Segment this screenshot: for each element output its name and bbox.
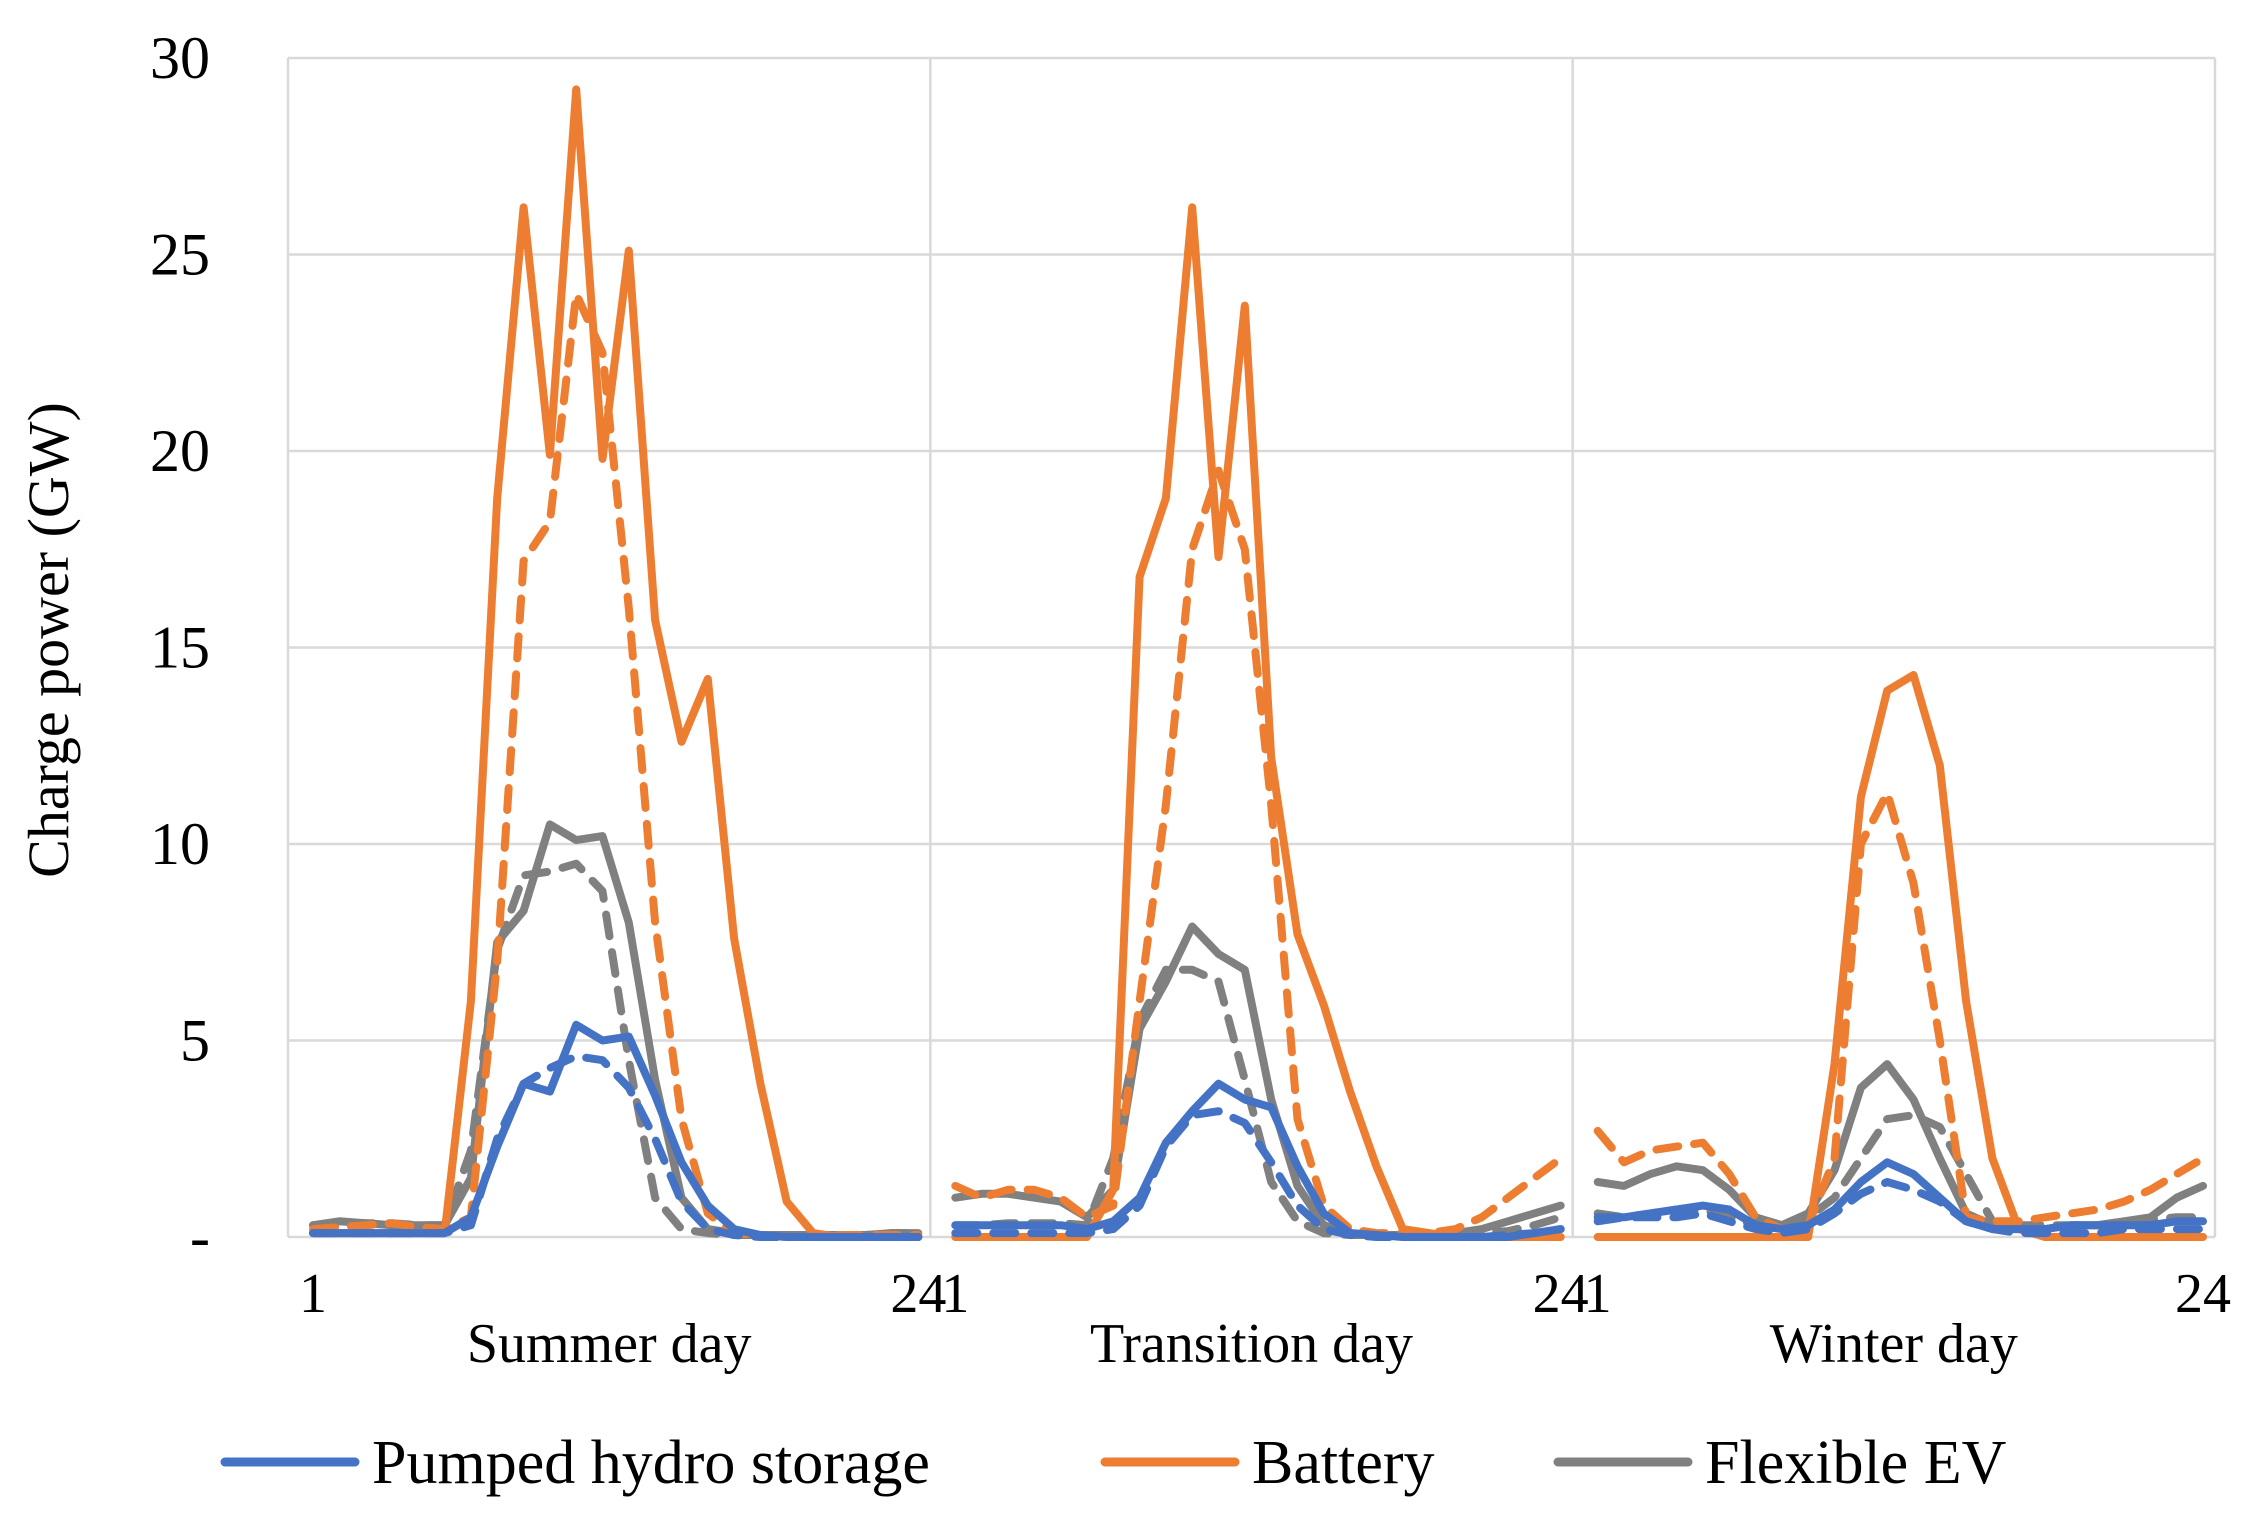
legend-label-pumped-hydro-storage: Pumped hydro storage [372, 1429, 930, 1497]
series-line-pumped-hydro-storage-solid [951, 1079, 1565, 1241]
day-label: Winter day [1770, 1313, 2018, 1375]
y-tick-label: - [190, 1204, 210, 1270]
y-tick-label: 10 [150, 811, 210, 877]
y-axis-label: Charge power (GW) [16, 402, 81, 878]
series-line-battery-dashed [1593, 788, 2207, 1234]
x-tick-label: 1 [941, 1263, 969, 1325]
y-tick-label: 15 [150, 615, 210, 681]
x-tick-label: 1 [1584, 1263, 1612, 1325]
x-axis-day-labels: Summer day Transition day Winter day [467, 1313, 2018, 1375]
legend-label-flexible-ev: Flexible EV [1705, 1429, 2007, 1497]
x-axis-hour-ticks: 1 241 241 24 [299, 1263, 2231, 1325]
legend-label-battery: Battery [1252, 1429, 1435, 1497]
day-label: Transition day [1090, 1313, 1413, 1375]
gridlines [286, 56, 2217, 1239]
series-line-flexible-ev-solid [309, 820, 923, 1239]
series-line-battery-solid [951, 203, 1565, 1241]
series-line-battery-dashed [951, 466, 1565, 1238]
series-line-pumped-hydro-storage-solid [309, 1020, 923, 1241]
series-line-battery-solid [309, 85, 923, 1241]
day-label: Summer day [467, 1313, 752, 1375]
y-tick-label: 5 [180, 1008, 210, 1074]
x-tick-label: 24 [1533, 1263, 1589, 1325]
x-tick-label: 24 [890, 1263, 946, 1325]
legend: Pumped hydro storage Battery Flexible EV [220, 1429, 2007, 1497]
series-line-battery-solid [1593, 671, 2207, 1241]
series-lines [309, 85, 2207, 1241]
y-tick-label: 20 [150, 418, 210, 484]
series-line-flexible-ev-solid [951, 922, 1565, 1239]
series-line-pumped-hydro-storage-dashed [1593, 1178, 2207, 1238]
x-tick-label: 1 [299, 1263, 327, 1325]
y-axis-ticks: - 5 10 15 20 25 30 [150, 25, 210, 1270]
y-tick-label: 30 [150, 25, 210, 91]
series-line-pumped-hydro-storage-dashed [309, 1052, 923, 1241]
y-tick-label: 25 [150, 222, 210, 288]
series-line-pumped-hydro-storage-solid [1593, 1158, 2207, 1234]
series-line-battery-dashed [309, 289, 923, 1241]
x-tick-label: 24 [2175, 1263, 2231, 1325]
series-line-flexible-ev-dashed [309, 859, 923, 1239]
